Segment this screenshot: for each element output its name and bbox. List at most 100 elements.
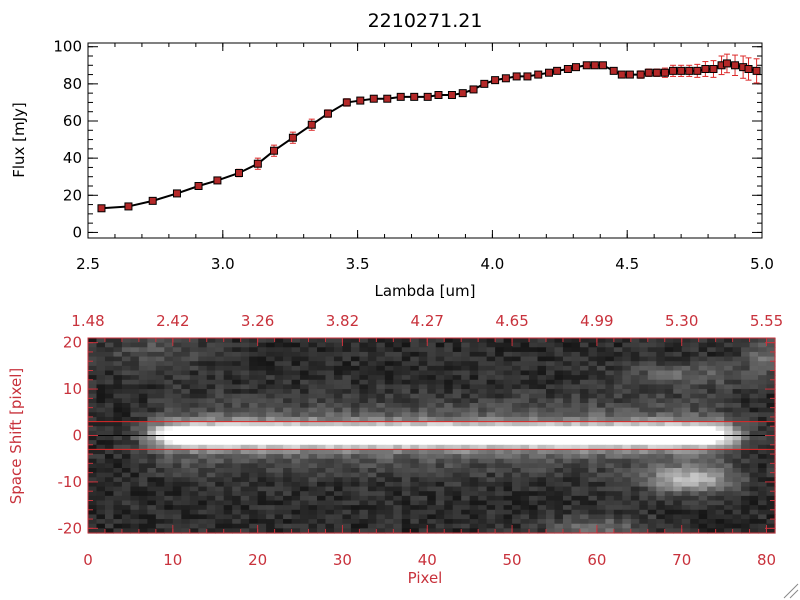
heatmap-cell <box>749 398 759 404</box>
heatmap-cell <box>707 495 717 502</box>
heatmap-cell <box>732 338 742 344</box>
heatmap-cell <box>758 495 768 502</box>
heatmap-cell <box>104 491 115 497</box>
heatmap-cell <box>333 523 344 529</box>
heatmap-cell <box>401 481 411 488</box>
heatmap-cell <box>401 519 411 525</box>
heatmap-cell <box>478 347 488 353</box>
heatmap-cell <box>707 338 717 344</box>
heatmap-cell <box>300 338 310 344</box>
heatmap-cell <box>444 393 454 399</box>
heatmap-cell <box>698 509 708 516</box>
heatmap-cell <box>681 449 691 455</box>
heatmap-cell <box>630 375 640 381</box>
chart-title: 2210271.21 <box>368 10 483 32</box>
heatmap-cell <box>198 430 208 437</box>
heatmap-cell <box>579 365 590 372</box>
heatmap-cell <box>512 430 522 437</box>
heatmap-cell <box>283 430 293 437</box>
heatmap-cell <box>164 458 174 464</box>
heatmap-cell <box>741 463 751 469</box>
heatmap-cell <box>486 486 496 492</box>
heatmap-cell <box>189 444 199 451</box>
heatmap-cell <box>88 426 98 432</box>
heatmap-cell <box>342 509 352 516</box>
heatmap-cell <box>189 472 199 478</box>
heatmap-cell <box>147 356 157 362</box>
heatmap-cell <box>223 477 233 483</box>
heatmap-cell <box>613 351 623 358</box>
heatmap-cell <box>605 519 615 525</box>
heatmap-cell <box>206 416 216 423</box>
heatmap-cell <box>622 468 632 474</box>
heatmap-cell <box>223 389 233 395</box>
heatmap-cell <box>647 477 657 483</box>
heatmap-cell <box>486 379 496 386</box>
heatmap-cell <box>367 468 377 474</box>
heatmap-cell <box>444 486 454 492</box>
heatmap-cell <box>630 523 640 529</box>
heatmap-cell <box>121 384 132 390</box>
heatmap-cell <box>512 412 522 418</box>
heatmap-cell <box>724 375 734 381</box>
heatmap-cell <box>308 379 318 386</box>
heatmap-cell <box>232 472 242 478</box>
heatmap-cell <box>333 421 344 427</box>
heatmap-cell <box>673 449 683 455</box>
heatmap-cell <box>367 351 377 358</box>
heatmap-cell <box>588 458 598 464</box>
data-point <box>625 70 634 79</box>
heatmap-cell <box>240 463 250 469</box>
heatmap-cell <box>630 454 640 460</box>
heatmap-cell <box>664 440 674 446</box>
heatmap-cell <box>605 454 615 460</box>
heatmap-cell <box>681 407 691 413</box>
heatmap-cell <box>410 440 420 446</box>
heatmap-cell <box>630 398 640 404</box>
heatmap-cell <box>724 361 734 367</box>
heatmap-cell <box>393 407 403 413</box>
heatmap-cell <box>223 356 233 362</box>
heatmap-cell <box>215 491 225 497</box>
heatmap-cell <box>325 351 335 358</box>
heatmap-cell <box>181 342 191 348</box>
heatmap-cell <box>537 403 547 409</box>
heatmap-cell <box>172 458 182 464</box>
heatmap-cell <box>164 463 174 469</box>
heatmap-cell <box>138 426 148 432</box>
heatmap-cell <box>503 398 513 404</box>
heatmap-cell <box>469 435 479 441</box>
heatmap-cell <box>249 519 259 525</box>
heatmap-cell <box>325 430 335 437</box>
heatmap-cell <box>274 468 284 474</box>
heatmap-cell <box>333 444 344 451</box>
heatmap-cell <box>367 449 377 455</box>
heatmap-cell <box>215 370 225 376</box>
heatmap-cell <box>512 426 522 432</box>
heatmap-cell <box>121 370 132 376</box>
heatmap-cell <box>181 486 191 492</box>
heatmap-cell <box>715 463 725 469</box>
heatmap-cell <box>681 500 691 506</box>
heatmap-cell <box>469 454 479 460</box>
heatmap-cell <box>639 403 649 409</box>
heatmap-cell <box>673 509 683 516</box>
heatmap-cell <box>529 361 539 367</box>
heatmap-cell <box>622 379 632 386</box>
heatmap-cell <box>698 491 708 497</box>
heatmap-cell <box>452 523 462 529</box>
heatmap-cell <box>104 435 115 441</box>
heatmap-cell <box>639 370 649 376</box>
heatmap-cell <box>138 491 148 497</box>
heatmap-cell <box>96 416 106 423</box>
heatmap-cell <box>664 407 674 413</box>
heatmap-cell <box>546 389 556 395</box>
heatmap-cell <box>562 519 573 525</box>
heatmap-cell <box>342 500 352 506</box>
heatmap-cell <box>554 491 564 497</box>
resize-grip-icon[interactable] <box>783 583 799 599</box>
heatmap-cell <box>283 375 293 381</box>
heatmap-cell <box>673 486 683 492</box>
heatmap-cell <box>291 477 301 483</box>
heatmap-cell <box>469 509 479 516</box>
